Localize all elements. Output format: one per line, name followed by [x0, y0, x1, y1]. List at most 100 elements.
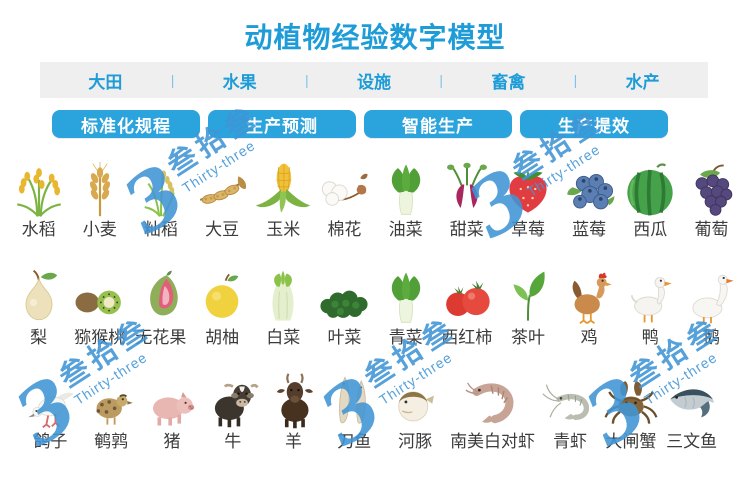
- grid-item[interactable]: 大豆: [192, 150, 253, 242]
- pig-icon: [143, 360, 201, 430]
- beet-icon: [438, 150, 496, 218]
- grid-item[interactable]: 青虾: [540, 360, 601, 454]
- grid-item[interactable]: 草莓: [497, 150, 558, 242]
- grid-item[interactable]: 猪: [142, 360, 203, 454]
- nav-item-2[interactable]: 水果: [222, 72, 257, 92]
- corn-icon: [254, 150, 312, 218]
- grid-item[interactable]: 鹅: [681, 254, 742, 350]
- grid-item[interactable]: 牛: [202, 360, 263, 454]
- feature-button-3[interactable]: 智能生产: [364, 110, 512, 138]
- grid-item-label: 河豚: [398, 432, 433, 451]
- grid-item-label: 梨: [30, 328, 48, 347]
- white-shrimp-icon: [464, 360, 522, 430]
- grid-item[interactable]: 水稻: [8, 150, 69, 242]
- grid-item[interactable]: 西瓜: [620, 150, 681, 242]
- napa-cabbage-icon: [254, 254, 312, 326]
- grid-item[interactable]: 大闸蟹: [600, 360, 661, 454]
- grid-item[interactable]: 三文鱼: [661, 360, 722, 454]
- button-row: 标准化规程 生产预测 智能生产 生产提效: [52, 110, 668, 138]
- grid-item[interactable]: 鸡: [559, 254, 620, 350]
- grid-row-fruit-veg-poultry: 梨 猕猴桃 无花果 胡柚 白菜 叶菜 青菜 西红柿 茶叶 鸡 鸭 鹅: [0, 254, 750, 350]
- nav-divider: |: [170, 72, 175, 88]
- grid-item-label: 青虾: [553, 432, 588, 451]
- grid-item-label: 茶叶: [510, 328, 545, 347]
- grid-item-label: 西红柿: [441, 328, 493, 347]
- grid-item[interactable]: 刀鱼: [324, 360, 385, 454]
- bokchoy-icon: [377, 254, 435, 326]
- grid-item-label: 羊: [285, 432, 303, 451]
- nav-divider: |: [305, 72, 309, 88]
- grid-item[interactable]: 西红柿: [436, 254, 497, 350]
- grid-item-label: 甜菜: [449, 220, 484, 239]
- grid-item[interactable]: 茶叶: [497, 254, 558, 350]
- grid-item[interactable]: 无花果: [130, 254, 191, 350]
- grid-item-label: 青菜: [388, 328, 423, 347]
- grid-item[interactable]: 叶菜: [314, 254, 375, 350]
- grid-item[interactable]: 蓝莓: [559, 150, 620, 242]
- grid-item[interactable]: 葡萄: [681, 150, 742, 242]
- grid-item-label: 小麦: [82, 220, 117, 239]
- crab-icon: [602, 360, 660, 430]
- grapes-icon: [682, 150, 740, 218]
- grid-item[interactable]: 玉米: [253, 150, 314, 242]
- grid-item-label: 鸭: [641, 328, 659, 347]
- grid-item[interactable]: 胡柚: [192, 254, 253, 350]
- salmon-icon: [663, 360, 721, 430]
- grid-item[interactable]: 鹌鹑: [81, 360, 142, 454]
- nav-divider: |: [573, 72, 578, 88]
- goose-icon: [682, 254, 740, 326]
- nav-item-4[interactable]: 畜禽: [491, 72, 526, 92]
- grid-item-label: 籼稻: [143, 220, 178, 239]
- feature-button-2[interactable]: 生产预测: [208, 110, 356, 138]
- grid-item[interactable]: 鸭: [620, 254, 681, 350]
- pufferfish-icon: [386, 360, 444, 430]
- grid-item[interactable]: 棉花: [314, 150, 375, 242]
- feature-button-4[interactable]: 生产提效: [520, 110, 668, 138]
- grid-item[interactable]: 甜菜: [436, 150, 497, 242]
- grid-item-label: 猕猴桃: [74, 328, 126, 347]
- grid-item[interactable]: 河豚: [385, 360, 446, 454]
- grid-item[interactable]: 南美白对虾: [445, 360, 539, 454]
- grid-item-label: 无花果: [135, 328, 187, 347]
- grid-item[interactable]: 猕猴桃: [69, 254, 130, 350]
- grid-item-label: 牛: [224, 432, 242, 451]
- tea-leaf-icon: [499, 254, 557, 326]
- grid-item-label: 大闸蟹: [605, 432, 657, 451]
- duck-icon: [621, 254, 679, 326]
- grid-item-label: 油菜: [388, 220, 423, 239]
- grid-item-label: 水稻: [21, 220, 56, 239]
- grid-item[interactable]: 白菜: [253, 254, 314, 350]
- green-shrimp-icon: [541, 360, 599, 430]
- feature-button-1[interactable]: 标准化规程: [52, 110, 200, 138]
- grid-item[interactable]: 梨: [8, 254, 69, 350]
- blueberry-icon: [560, 150, 618, 218]
- grid-item-label: 蓝莓: [572, 220, 607, 239]
- page-title: 动植物经验数字模型: [244, 22, 506, 53]
- leafy-greens-icon: [315, 254, 373, 326]
- strawberry-icon: [499, 150, 557, 218]
- indica-rice-icon: [132, 150, 190, 218]
- grid-item[interactable]: 油菜: [375, 150, 436, 242]
- grid-item-label: 鹌鹑: [94, 432, 129, 451]
- soybean-icon: [193, 150, 251, 218]
- grid-row-field-crops: 水稻 小麦 籼稻 大豆 玉米 棉花 油菜 甜菜 草莓 蓝莓 西瓜 葡萄: [0, 150, 750, 242]
- nav-bar: 大田 | 水果 | 设施 | 畜禽 | 水产: [40, 62, 708, 98]
- grid-item[interactable]: 籼稻: [130, 150, 191, 242]
- kiwi-icon: [71, 254, 129, 326]
- nav-item-3[interactable]: 设施: [357, 72, 391, 92]
- grid-item-label: 葡萄: [694, 220, 729, 239]
- nav-item-5[interactable]: 水产: [625, 72, 660, 92]
- nav-item-1[interactable]: 大田: [88, 72, 123, 92]
- pear-icon: [10, 254, 68, 326]
- grid-item[interactable]: 青菜: [375, 254, 436, 350]
- grid-item[interactable]: 羊: [263, 360, 324, 454]
- quail-icon: [82, 360, 140, 430]
- grid-item[interactable]: 鸽子: [20, 360, 81, 454]
- cow-icon: [204, 360, 262, 430]
- fig-icon: [132, 254, 190, 326]
- chicken-icon: [560, 254, 618, 326]
- grid-item[interactable]: 小麦: [69, 150, 130, 242]
- bokchoy-icon: [377, 150, 435, 218]
- watermelon-icon: [621, 150, 679, 218]
